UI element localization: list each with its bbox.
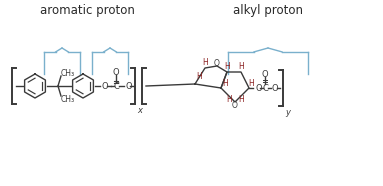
Text: O: O xyxy=(113,68,119,76)
Text: O: O xyxy=(232,100,238,110)
Text: O: O xyxy=(214,59,220,68)
Text: aromatic proton: aromatic proton xyxy=(39,4,134,17)
Text: O: O xyxy=(125,81,132,91)
Text: H: H xyxy=(202,57,208,67)
Text: H: H xyxy=(224,62,230,70)
Text: y: y xyxy=(285,108,290,117)
Text: CH₃: CH₃ xyxy=(61,94,75,103)
Text: CH₃: CH₃ xyxy=(61,68,75,78)
Text: O: O xyxy=(255,84,262,92)
Text: H: H xyxy=(196,71,202,81)
Text: x: x xyxy=(137,106,142,115)
Text: H: H xyxy=(248,78,254,87)
Text: C: C xyxy=(262,84,268,92)
Text: H: H xyxy=(226,94,232,103)
Text: C: C xyxy=(113,81,119,91)
Text: O: O xyxy=(262,70,268,78)
Text: alkyl proton: alkyl proton xyxy=(233,4,303,17)
Text: H: H xyxy=(238,62,244,70)
Text: H: H xyxy=(238,94,244,103)
Text: H: H xyxy=(222,78,228,87)
Text: O: O xyxy=(101,81,108,91)
Text: O: O xyxy=(272,84,278,92)
